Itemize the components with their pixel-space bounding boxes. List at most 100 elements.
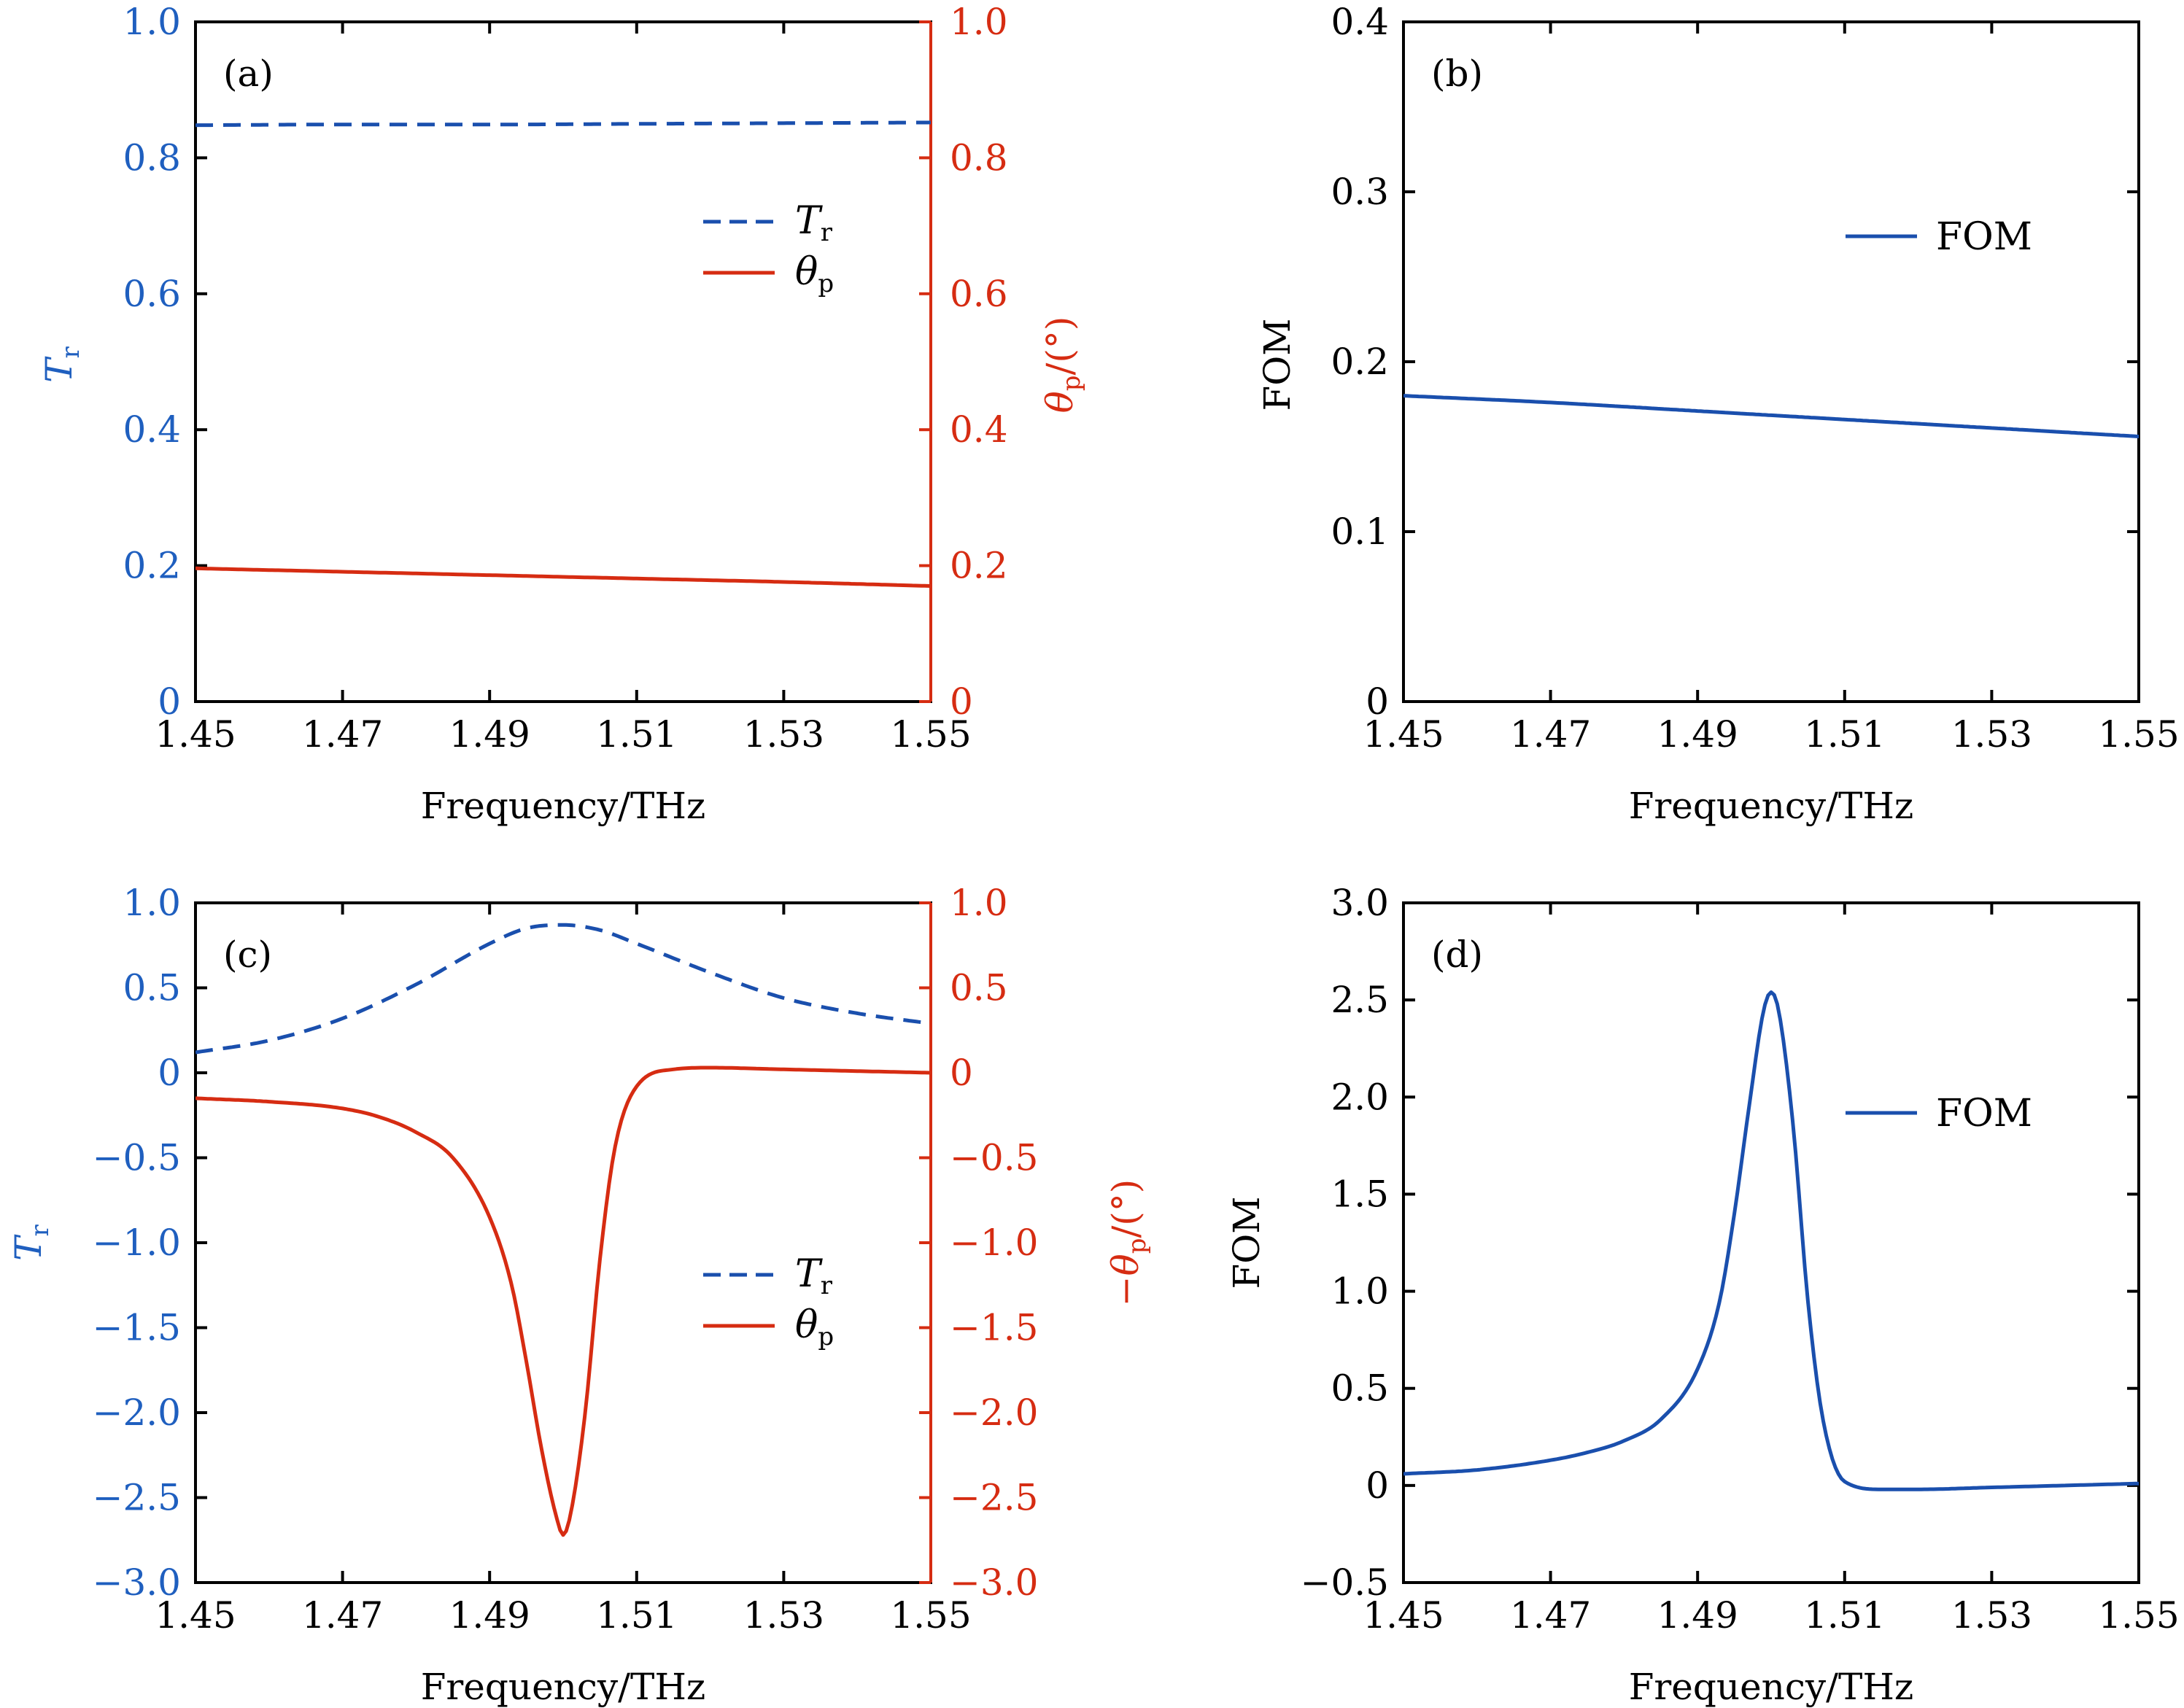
x-tick-label: 1.55	[890, 1594, 971, 1637]
y-tick-label: 0.8	[123, 136, 181, 179]
y-tick-label: 0	[158, 680, 181, 723]
panel-a-legend: Tr θp	[703, 199, 834, 298]
y-tick-label: −2.5	[93, 1477, 181, 1519]
panel-a-right-tick-labels: 1.0 0.8 0.6 0.4 0.2 0	[950, 1, 1008, 723]
x-tick-label: 1.47	[1510, 1594, 1591, 1637]
x-tick-label: 1.49	[449, 1594, 530, 1637]
right-tick-label: −2.5	[950, 1477, 1038, 1519]
y-tick-label: 0	[158, 1052, 181, 1094]
y-tick-label: −0.5	[1301, 1561, 1389, 1604]
y-tick-label: 1.0	[123, 882, 181, 924]
y-tick-label: −1.5	[93, 1307, 181, 1349]
y-tick-label: −1.0	[93, 1222, 181, 1264]
y-tick-label: −0.5	[93, 1137, 181, 1179]
right-tick-label: 0.8	[950, 136, 1008, 179]
x-tick-label: 1.55	[2098, 1594, 2179, 1637]
y-tick-label: 3.0	[1331, 882, 1389, 924]
panel-c-ticks	[194, 901, 932, 1584]
series-tr-line	[195, 120, 931, 128]
y-tick-label: 0.3	[1331, 171, 1389, 213]
x-tick-label: 1.55	[2098, 713, 2179, 756]
legend-tr-label: Tr	[795, 199, 833, 247]
panel-d-plot-area	[1403, 990, 2139, 1491]
series-theta-line	[195, 1065, 931, 1537]
panel-c-plot-area	[195, 923, 931, 1537]
x-tick-label: 1.51	[596, 713, 677, 756]
panel-b-frame	[1402, 20, 2140, 703]
panel-d-x-axis-label: Frequency/THz	[1629, 1666, 1914, 1708]
legend-fom-label: FOM	[1936, 1092, 2032, 1136]
right-tick-label: −3.0	[950, 1561, 1038, 1604]
right-tick-label: 0.4	[950, 408, 1008, 451]
panel-b-x-tick-labels: 1.45 1.47 1.49 1.51 1.53 1.55	[1363, 713, 2179, 756]
panel-d-left-tick-labels: 3.0 2.5 2.0 1.5 1.0 0.5 0 −0.5	[1301, 882, 1389, 1604]
panel-c-left-tick-labels: 1.0 0.5 0 −0.5 −1.0 −1.5 −2.0 −2.5 −3.0	[93, 882, 181, 1604]
x-tick-label: 1.45	[1363, 713, 1444, 756]
y-tick-label: 1.0	[1331, 1270, 1389, 1313]
panel-b-plot-area	[1403, 394, 2139, 438]
y-tick-label: 0.5	[123, 967, 181, 1009]
panel-c: (c) 1.0 0.5 0 −0.5 −1.0 −1.5 −2.0 −2.5 −3.0 1.0 0…	[7, 882, 1152, 1708]
panel-c-right-tick-labels: 1.0 0.5 0 −0.5 −1.0 −1.5 −2.0 −2.5 −3.0	[950, 882, 1038, 1604]
panel-a-x-tick-labels: 1.45 1.47 1.49 1.51 1.53 1.55	[155, 713, 971, 756]
right-tick-label: 0.6	[950, 273, 1008, 315]
series-fom-line	[1403, 394, 2139, 438]
x-tick-label: 1.49	[1657, 713, 1738, 756]
panel-d-ticks	[1402, 901, 2140, 1584]
right-tick-label: −0.5	[950, 1137, 1038, 1179]
x-tick-label: 1.47	[1510, 713, 1591, 756]
panel-c-legend: Tr θp	[703, 1252, 834, 1351]
right-tick-label: 0.5	[950, 967, 1008, 1009]
panel-b-ticks	[1402, 20, 2140, 703]
panel-b-x-axis-label: Frequency/THz	[1629, 785, 1914, 827]
y-tick-label: 0.5	[1331, 1367, 1389, 1410]
y-tick-label: 2.5	[1331, 979, 1389, 1021]
x-tick-label: 1.49	[1657, 1594, 1738, 1637]
x-tick-label: 1.55	[890, 713, 971, 756]
y-tick-label: 0.1	[1331, 511, 1389, 553]
panel-d-frame	[1402, 901, 2140, 1584]
y-tick-label: 2.0	[1331, 1076, 1389, 1118]
panel-c-right-axis-label: −θp/(°)	[1104, 1179, 1152, 1307]
x-tick-label: 1.53	[1951, 713, 2032, 756]
x-tick-label: 1.45	[1363, 1594, 1444, 1637]
x-tick-label: 1.49	[449, 713, 530, 756]
x-tick-label: 1.53	[1951, 1594, 2032, 1637]
panel-c-left-axis-label: Tr	[7, 1224, 55, 1260]
panel-a: (a) 1.0 0.8 0.6 0.4 0.2 0 1.0 0.8 0.6 0.4 0.2 0 1.…	[38, 1, 1086, 827]
right-tick-label: 1.0	[950, 1, 1008, 43]
panel-c-x-tick-labels: 1.45 1.47 1.49 1.51 1.53 1.55	[155, 1594, 971, 1637]
panel-d-x-tick-labels: 1.45 1.47 1.49 1.51 1.53 1.55	[1363, 1594, 2179, 1637]
x-tick-label: 1.47	[302, 713, 383, 756]
y-tick-label: 0.2	[1331, 341, 1389, 383]
panel-a-x-axis-label: Frequency/THz	[421, 785, 706, 827]
series-fom-line	[1403, 990, 2139, 1491]
panel-b-left-axis-label: FOM	[1256, 319, 1298, 411]
panel-a-left-tick-labels: 1.0 0.8 0.6 0.4 0.2 0	[123, 1, 181, 723]
panel-b-left-tick-labels: 0.4 0.3 0.2 0.1 0	[1331, 1, 1389, 723]
x-tick-label: 1.51	[596, 1594, 677, 1637]
y-tick-label: −3.0	[93, 1561, 181, 1604]
panel-d-legend: FOM	[1846, 1092, 2032, 1136]
legend-fom-label: FOM	[1936, 215, 2032, 259]
series-theta-line	[195, 566, 931, 589]
y-tick-label: 0.4	[1331, 1, 1389, 43]
panel-a-right-axis-label: θp/(°)	[1039, 317, 1086, 414]
x-tick-label: 1.51	[1804, 713, 1885, 756]
y-tick-label: 1.5	[1331, 1173, 1389, 1215]
right-tick-label: 1.0	[950, 882, 1008, 924]
panel-a-plot-area	[195, 120, 931, 589]
x-tick-label: 1.47	[302, 1594, 383, 1637]
legend-theta-label: θp	[795, 1303, 834, 1351]
x-tick-label: 1.53	[743, 1594, 824, 1637]
panel-b-tag: (b)	[1431, 53, 1483, 95]
right-tick-label: −1.0	[950, 1222, 1038, 1264]
y-tick-label: 1.0	[123, 1, 181, 43]
legend-tr-label: Tr	[795, 1252, 833, 1300]
y-tick-label: 0.2	[123, 545, 181, 587]
y-tick-label: 0.6	[123, 273, 181, 315]
right-tick-label: −1.5	[950, 1307, 1038, 1349]
panel-d: (d) 3.0 2.5 2.0 1.5 1.0 0.5 0 −0.5 1.45 1.47 1.49…	[1225, 882, 2180, 1708]
x-tick-label: 1.53	[743, 713, 824, 756]
